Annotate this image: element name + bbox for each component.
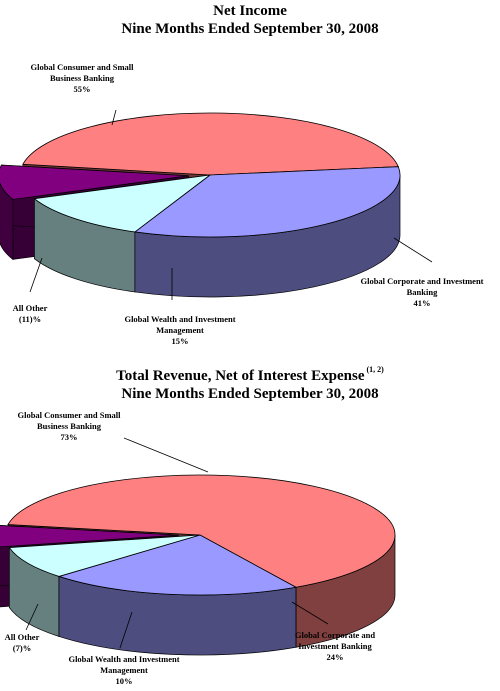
chart-1-slice-1-top	[22, 112, 399, 176]
chart-1-slice-label-4: All Other (11)%	[13, 303, 48, 324]
chart-1-leader-line-2	[393, 237, 433, 263]
chart-2-title-superscript: (1, 2)	[366, 365, 384, 374]
chart-1-title: Net Income Nine Months Ended September 3…	[0, 2, 500, 38]
chart-2-slice-4-top	[0, 525, 179, 548]
chart-2-slice-2-top	[57, 534, 298, 596]
chart-2-title-text: Total Revenue, Net of Interest Expense	[116, 368, 365, 384]
chart-2-slice-label-4: All Other (7)%	[5, 632, 40, 653]
chart-2-title: Total Revenue, Net of Interest Expense (1…	[0, 363, 500, 403]
chart-2-leader-line-4	[25, 603, 39, 631]
chart-1-subtitle: Nine Months Ended September 30, 2008	[121, 21, 379, 37]
chart-2-slice-3-top	[8, 534, 201, 577]
chart-2-leader-line-3	[119, 611, 133, 649]
chart-2-slice-label-1: Global Consumer and Small Business Bankin…	[17, 410, 121, 442]
chart-2-slice-label-2: Global Corporate and Investment Banking 24…	[295, 630, 376, 662]
chart-1-leader-line-4	[29, 257, 43, 293]
chart-2-slice-label-3: Global Wealth and Investment Management 10…	[68, 654, 179, 686]
chart-1-leader-line-1	[111, 109, 117, 126]
chart-2-title-main: Total Revenue, Net of Interest Expense (1…	[0, 363, 500, 385]
chart-2-subtitle: Nine Months Ended September 30, 2008	[121, 386, 379, 402]
chart-2-slice-1-top	[7, 474, 396, 588]
chart-1-slice-label-2: Global Corporate and Investment Banking 41…	[360, 276, 483, 308]
chart-1-slice-3-top	[33, 174, 212, 233]
chart-1-slice-4-top	[0, 164, 189, 200]
chart-1-slice-label-3: Global Wealth and Investment Management 15…	[124, 314, 235, 346]
chart-2-leader-line-1	[123, 437, 209, 473]
chart-1-title-main: Net Income	[213, 3, 287, 19]
chart-2-leader-line-2	[291, 601, 329, 625]
chart-1-slice-label-1: Global Consumer and Small Business Bankin…	[30, 62, 134, 94]
chart-1-slice-2-top	[133, 166, 401, 238]
